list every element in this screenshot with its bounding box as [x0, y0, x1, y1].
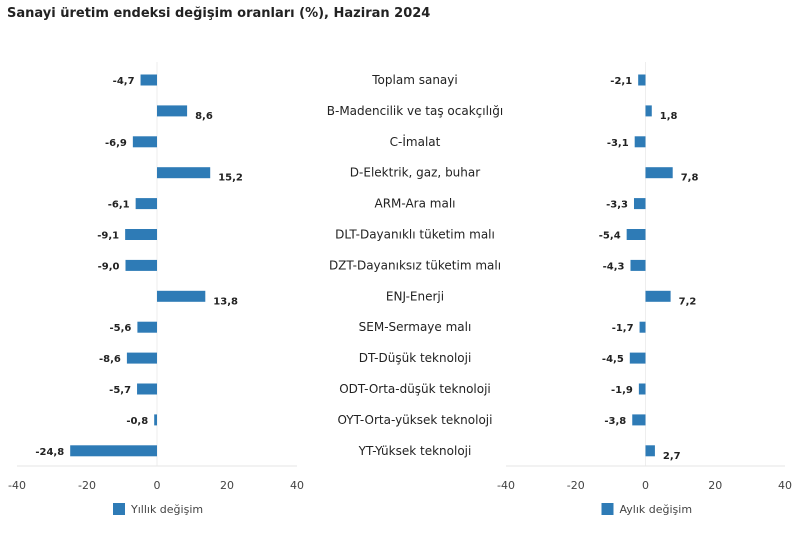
data-label: -5,6	[110, 323, 132, 334]
bar	[633, 198, 646, 210]
category-label: Toplam sanayi	[371, 73, 457, 87]
bar	[126, 352, 157, 364]
data-label: -2,1	[610, 76, 632, 87]
bar	[157, 290, 206, 302]
category-label: C-İmalat	[390, 134, 441, 149]
data-label: -1,9	[611, 385, 633, 396]
category-label: DZT-Dayanıksız tüketim malı	[329, 258, 501, 272]
bar	[125, 229, 157, 240]
data-label: -3,1	[607, 138, 629, 149]
x-tick-label: 0	[642, 479, 649, 492]
category-label: D-Elektrik, gaz, buhar	[350, 166, 480, 180]
x-tick-label: -40	[497, 479, 515, 492]
x-tick-label: -20	[567, 479, 585, 492]
bar	[638, 74, 646, 86]
bar	[634, 136, 646, 148]
bar	[154, 414, 157, 426]
bar	[137, 383, 157, 395]
data-label: -4,3	[603, 261, 625, 272]
category-label: YT-Yüksek teknoloji	[358, 444, 472, 458]
bar	[629, 352, 646, 364]
category-label: SEM-Sermaye malı	[359, 320, 472, 334]
data-label: -1,7	[612, 323, 634, 334]
category-label: ODT-Orta-düşük teknoloji	[339, 382, 491, 396]
data-label: 7,8	[681, 173, 699, 184]
data-label: 7,2	[679, 296, 697, 307]
bar	[639, 321, 646, 333]
data-label: -4,5	[602, 354, 624, 365]
x-tick-label: 40	[778, 479, 792, 492]
bar	[632, 414, 646, 426]
data-label: -4,7	[113, 76, 135, 87]
data-label: 1,8	[660, 111, 678, 122]
data-label: -8,6	[99, 354, 121, 365]
bar	[132, 136, 157, 148]
x-tick-label: -20	[78, 479, 96, 492]
bar	[137, 321, 157, 333]
bar	[645, 445, 655, 457]
bar	[638, 383, 646, 395]
category-label: ARM-Ara malı	[375, 197, 456, 211]
bar	[125, 259, 157, 271]
data-label: -6,9	[105, 138, 127, 149]
x-tick-label: 20	[220, 479, 234, 492]
category-label: B-Madencilik ve taş ocakçılığı	[327, 104, 503, 118]
bar	[630, 259, 646, 271]
data-label: -3,8	[604, 416, 626, 427]
bar	[645, 290, 671, 302]
data-label: 15,2	[218, 173, 243, 184]
data-label: -24,8	[35, 447, 64, 458]
bar	[140, 74, 157, 86]
bar	[157, 167, 211, 179]
bar	[626, 229, 646, 240]
data-label: 8,6	[195, 111, 213, 122]
x-tick-label: 20	[708, 479, 722, 492]
data-label: -5,4	[599, 231, 621, 242]
category-label: OYT-Orta-yüksek teknoloji	[338, 413, 493, 427]
chart-title: Sanayi üretim endeksi değişim oranları (…	[7, 6, 431, 21]
data-label: -9,0	[98, 261, 120, 272]
legend-label: Aylık değişim	[620, 503, 693, 516]
bar	[70, 445, 157, 457]
data-label: 2,7	[663, 451, 681, 462]
bar	[645, 167, 673, 179]
bar	[157, 105, 188, 117]
x-tick-label: 0	[154, 479, 161, 492]
data-label: -9,1	[97, 231, 119, 242]
bar	[135, 198, 157, 210]
data-label: 13,8	[213, 296, 238, 307]
category-label: DLT-Dayanıklı tüketim malı	[335, 228, 495, 242]
legend-swatch	[113, 503, 125, 515]
category-label: DT-Düşük teknoloji	[359, 351, 472, 365]
x-tick-label: -40	[8, 479, 26, 492]
legend-swatch	[601, 503, 614, 515]
data-label: -0,8	[126, 416, 148, 427]
category-label: ENJ-Enerji	[386, 289, 444, 303]
x-tick-label: 40	[290, 479, 304, 492]
bar	[645, 105, 652, 117]
legend-label: Yıllık değişim	[130, 503, 203, 516]
data-label: -5,7	[109, 385, 131, 396]
data-label: -6,1	[108, 200, 130, 211]
data-label: -3,3	[606, 200, 628, 211]
